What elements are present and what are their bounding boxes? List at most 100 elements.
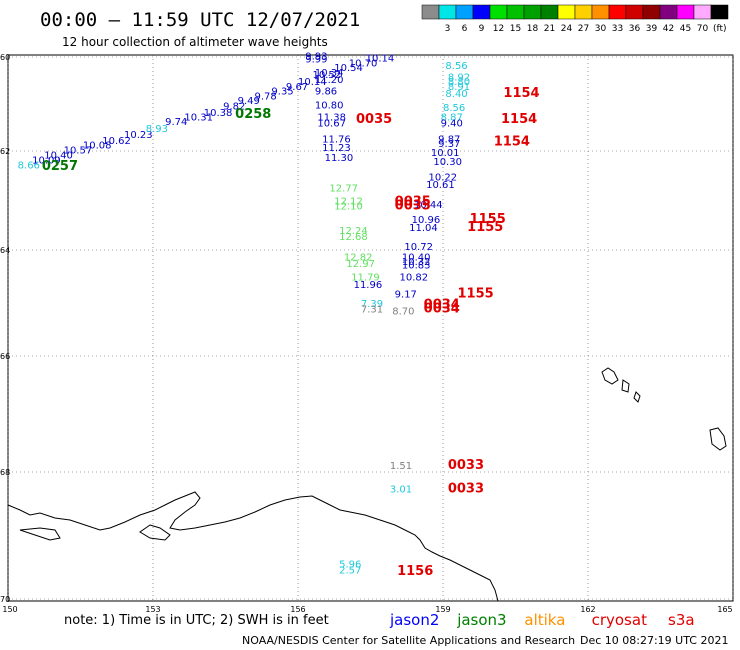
coastline-inlet xyxy=(19,527,61,541)
legend-label: 24 xyxy=(561,24,573,34)
wave-height-label: 10.38 xyxy=(204,108,233,119)
legend-label: 27 xyxy=(578,24,589,34)
wave-height-label: 11.20 xyxy=(315,75,344,86)
wave-height-label: 10.14 xyxy=(298,77,327,88)
lat-label: 70 xyxy=(0,595,10,604)
pass-time-label: 1154 xyxy=(503,86,539,101)
legend-label: 39 xyxy=(646,24,658,34)
wave-height-label: 3.01 xyxy=(390,484,412,495)
lon-label: 159 xyxy=(435,605,450,614)
wave-height-label: 10.72 xyxy=(404,242,433,253)
wave-height-label: 9.49 xyxy=(238,96,260,107)
legend-label: 3 xyxy=(445,24,451,34)
lat-label: 68 xyxy=(0,468,10,477)
legend-swatch xyxy=(540,4,559,20)
wave-height-label: 10.96 xyxy=(412,215,441,226)
pass-time-label: 0033 xyxy=(448,458,484,473)
legend-swatch xyxy=(676,4,695,20)
wave-height-label: 10.23 xyxy=(124,130,153,141)
pass-time-label: 0034 xyxy=(424,302,460,317)
wave-height-label: 9.78 xyxy=(255,91,277,102)
pass-time-label: 1154 xyxy=(501,112,537,127)
legend-swatch xyxy=(574,4,593,20)
map-title: 00:00 – 11:59 UTC 12/07/2021 xyxy=(40,9,360,31)
lat-label: 64 xyxy=(0,246,10,255)
wave-height-label: 7.39 xyxy=(361,299,383,310)
wave-height-label: 11.04 xyxy=(409,223,438,234)
wave-height-label: 9.40 xyxy=(441,119,463,130)
legend-label: 42 xyxy=(663,24,674,34)
footer-credit: NOAA/NESDIS Center for Satellite Applica… xyxy=(242,634,575,647)
wave-height-label: 12.82 xyxy=(344,253,373,264)
satellite-name: jason3 xyxy=(456,611,506,629)
wave-height-label: 12.68 xyxy=(339,232,368,243)
legend-swatch xyxy=(472,4,491,20)
legend-swatch xyxy=(523,4,542,20)
wave-height-label: 11.79 xyxy=(351,273,380,284)
wave-height-label: 9.99 xyxy=(305,55,327,66)
satellite-name: s3a xyxy=(668,611,695,629)
wave-height-label: 12.24 xyxy=(339,226,368,237)
pass-time-label: 0033 xyxy=(448,481,484,496)
wave-height-label: 2.57 xyxy=(339,566,361,577)
island-4 xyxy=(709,427,727,451)
wave-height-label: 10.83 xyxy=(402,261,431,272)
legend-swatch xyxy=(625,4,644,20)
satellite-name: cryosat xyxy=(592,611,647,629)
wave-height-label: 10.32 xyxy=(402,257,431,268)
wave-height-label: 10.08 xyxy=(83,141,112,152)
wave-height-label: 10.52 xyxy=(313,70,342,81)
map-subtitle: 12 hour collection of altimeter wave hei… xyxy=(62,35,328,49)
coastline-mainland xyxy=(7,491,499,602)
wave-height-label: 8.93 xyxy=(146,124,168,135)
wave-height-label: 12.77 xyxy=(329,184,358,195)
wave-height-label: 10.82 xyxy=(400,273,429,284)
pass-time-label: 1155 xyxy=(458,287,494,302)
wave-height-label: 8.70 xyxy=(392,307,414,318)
island-2 xyxy=(621,379,630,393)
satellite-name: altika xyxy=(524,611,565,629)
legend-swatch xyxy=(591,4,610,20)
wave-height-label: 8.66 xyxy=(18,160,40,171)
wave-height-label: 8.40 xyxy=(445,89,467,100)
wave-height-label: 9.74 xyxy=(165,117,187,128)
wave-height-label: 10.61 xyxy=(426,180,455,191)
wave-height-label: 11.38 xyxy=(317,112,346,123)
legend-swatch xyxy=(659,4,678,20)
wave-height-label: 10.30 xyxy=(433,157,462,168)
wave-height-label: 9.35 xyxy=(271,87,293,98)
wave-height-label: 8.87 xyxy=(441,112,463,123)
legend-swatch xyxy=(608,4,627,20)
wave-height-label: 8.56 xyxy=(445,61,467,72)
wave-height-label: 7.31 xyxy=(361,305,383,316)
pass-time-label: 1156 xyxy=(397,564,433,579)
wave-height-label: 9.82 xyxy=(223,102,245,113)
wave-height-label: 11.30 xyxy=(325,153,354,164)
pass-time-label: 1155 xyxy=(470,212,506,227)
wave-height-label: 11.76 xyxy=(322,135,351,146)
wave-height-label: 10.80 xyxy=(315,101,344,112)
wave-height-label: 10.54 xyxy=(334,63,363,74)
legend-label: 33 xyxy=(612,24,623,34)
wave-height-label: 9.67 xyxy=(286,82,308,93)
observation-labels: 8.6610.0910.4010.5710.0810.6210.238.939.… xyxy=(18,51,470,576)
wave-height-label: 12.10 xyxy=(334,201,363,212)
pass-time-label: 1154 xyxy=(494,134,530,149)
wave-height-label: 8.92 xyxy=(448,73,470,84)
wave-height-label: 11.96 xyxy=(354,280,383,291)
wave-height-label: 10.09 xyxy=(32,155,61,166)
wave-height-label: 10.70 xyxy=(349,58,378,69)
legend-swatch xyxy=(489,4,508,20)
pass-time-label: 0035 xyxy=(356,112,392,127)
legend-unit: (ft) xyxy=(713,24,727,34)
legend-swatch xyxy=(455,4,474,20)
legend-label: 36 xyxy=(629,24,641,34)
lat-label: 66 xyxy=(0,352,10,361)
lon-label: 156 xyxy=(290,605,305,614)
legend-label: 30 xyxy=(595,24,607,34)
legend-swatch xyxy=(642,4,661,20)
legend-label: 18 xyxy=(527,24,539,34)
satellite-legend: jason2 jason3 altika cryosat s3a xyxy=(389,611,695,629)
